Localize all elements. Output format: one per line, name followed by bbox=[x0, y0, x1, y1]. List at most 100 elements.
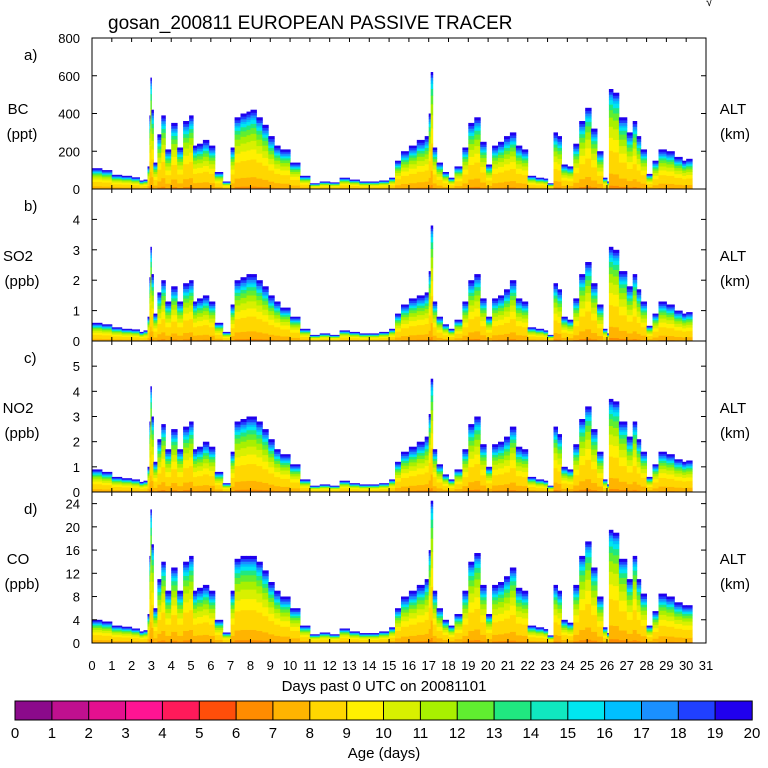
bar-layer bbox=[432, 156, 438, 159]
bar-layer bbox=[177, 458, 184, 462]
bar-layer bbox=[612, 409, 620, 413]
bar-layer bbox=[230, 323, 236, 329]
bar-layer bbox=[442, 179, 449, 182]
bar-cap bbox=[177, 301, 184, 304]
bar-layer bbox=[646, 481, 653, 483]
bar-layer bbox=[603, 332, 608, 335]
bar-layer bbox=[101, 335, 113, 338]
bar-layer bbox=[666, 156, 675, 159]
bar-cap bbox=[416, 441, 426, 445]
bar-layer bbox=[234, 305, 241, 312]
bar-layer bbox=[652, 334, 659, 338]
bar-layer bbox=[567, 324, 574, 326]
bar-layer bbox=[193, 326, 198, 332]
bar-cap bbox=[509, 431, 517, 435]
bar-layer bbox=[165, 490, 172, 493]
bar-cap bbox=[101, 326, 113, 328]
y-tick-label: 0 bbox=[73, 182, 80, 197]
bar-layer bbox=[436, 469, 443, 471]
bar-layer bbox=[521, 326, 529, 332]
bar-layer bbox=[597, 171, 604, 176]
bar-layer bbox=[262, 339, 269, 342]
bar-layer bbox=[193, 635, 198, 640]
bar-layer bbox=[430, 158, 434, 171]
bar-layer bbox=[585, 321, 592, 330]
bar-layer bbox=[189, 575, 194, 582]
bar-layer bbox=[553, 486, 558, 491]
bar-layer bbox=[408, 168, 418, 174]
bar-layer bbox=[149, 137, 151, 145]
bar-layer bbox=[262, 137, 269, 142]
bar-layer bbox=[608, 488, 614, 493]
bar-cap bbox=[189, 426, 194, 430]
unit-label: (ppb) bbox=[4, 273, 39, 290]
bar-layer bbox=[246, 429, 251, 435]
bar-layer bbox=[442, 483, 449, 487]
bar-layer bbox=[521, 318, 529, 323]
bar-layer bbox=[151, 604, 154, 618]
bar-layer bbox=[585, 126, 592, 133]
bar-layer bbox=[646, 488, 653, 491]
bar-layer bbox=[468, 436, 475, 441]
bar-layer bbox=[177, 456, 184, 459]
bar-layer bbox=[686, 321, 693, 325]
bar-layer bbox=[143, 183, 148, 185]
bar-layer bbox=[157, 175, 162, 182]
bar-cap bbox=[603, 178, 608, 180]
bar-layer bbox=[492, 187, 499, 190]
bar-layer bbox=[543, 484, 549, 486]
bar-cap bbox=[636, 291, 642, 295]
bar-layer bbox=[428, 462, 432, 473]
bar-layer bbox=[652, 469, 659, 471]
bar-cap bbox=[626, 291, 634, 295]
bar-layer bbox=[553, 439, 558, 443]
bar-layer bbox=[177, 490, 184, 493]
bar-layer bbox=[636, 339, 642, 342]
bar-layer bbox=[646, 177, 653, 179]
bar-layer bbox=[193, 155, 198, 158]
bar-cap bbox=[150, 80, 152, 84]
bar-cap bbox=[121, 628, 133, 630]
bar-cap bbox=[658, 451, 667, 455]
bar-cap bbox=[573, 148, 580, 151]
bar-layer bbox=[424, 472, 430, 480]
bar-cap bbox=[131, 479, 140, 481]
bar-layer bbox=[658, 160, 667, 164]
bar-layer bbox=[632, 481, 638, 487]
bar-layer bbox=[527, 334, 537, 337]
bar-layer bbox=[686, 169, 693, 172]
bar-cap bbox=[234, 424, 241, 428]
bar-layer bbox=[246, 134, 251, 143]
bar-layer bbox=[401, 157, 410, 160]
bar-layer bbox=[591, 184, 598, 188]
bar-layer bbox=[234, 338, 241, 342]
bar-layer bbox=[290, 324, 301, 328]
bar-layer bbox=[430, 267, 434, 282]
bar-layer bbox=[498, 484, 505, 489]
bar-layer bbox=[379, 182, 390, 184]
bar-layer bbox=[430, 248, 434, 258]
bar-layer bbox=[208, 310, 216, 313]
bar-cap bbox=[234, 421, 241, 425]
bar-layer bbox=[139, 484, 144, 485]
bar-layer bbox=[193, 338, 198, 341]
bar-layer bbox=[234, 311, 241, 320]
bar-layer bbox=[234, 449, 241, 458]
bar-layer bbox=[636, 158, 642, 165]
bar-layer bbox=[607, 490, 610, 492]
bar-layer bbox=[515, 309, 523, 314]
bar-cap bbox=[561, 466, 568, 469]
bar-layer bbox=[101, 175, 113, 177]
bar-layer bbox=[246, 489, 251, 493]
bar-layer bbox=[197, 151, 204, 154]
bar-layer bbox=[527, 336, 537, 339]
bar-layer bbox=[359, 336, 370, 337]
bar-layer bbox=[230, 312, 236, 315]
bar-cap bbox=[262, 130, 269, 134]
bar-layer bbox=[149, 489, 151, 493]
bar-cap bbox=[92, 622, 103, 624]
bar-layer bbox=[234, 125, 241, 128]
bar-cap bbox=[177, 303, 184, 306]
bar-layer bbox=[682, 319, 687, 322]
bar-layer bbox=[339, 333, 350, 336]
